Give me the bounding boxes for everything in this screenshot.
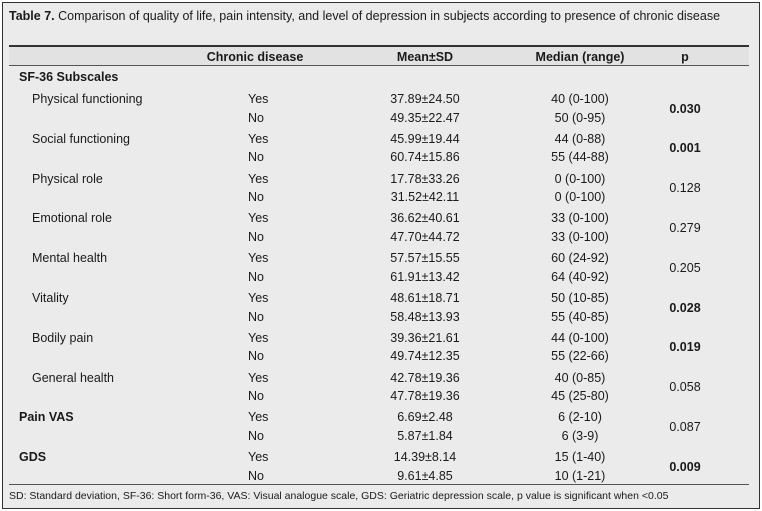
- row-label: Emotional role: [32, 211, 112, 226]
- mean-sd-cell: 17.78±33.26: [390, 171, 460, 186]
- median-range-cell: 44 (0-88): [554, 131, 606, 146]
- mean-sd-cell: 36.62±40.61: [390, 211, 460, 226]
- chronic-disease-cell: Yes: [248, 370, 269, 385]
- chronic-disease-cell: Yes: [248, 211, 269, 226]
- mean-sd-cell: 60.74±15.86: [390, 150, 460, 165]
- chronic-disease-cell: No: [248, 110, 264, 125]
- chronic-disease-cell: Yes: [248, 450, 269, 465]
- median-range-cell: 45 (25-80): [551, 389, 609, 404]
- chronic-disease-cell: Yes: [248, 291, 269, 305]
- row-label: GDS: [19, 450, 47, 465]
- chronic-disease-cell: No: [248, 309, 264, 324]
- mean-sd-cell: 9.61±4.85: [397, 468, 453, 483]
- mean-sd-cell: 47.78±19.36: [390, 389, 460, 404]
- p-value-cell: 0.279: [669, 220, 701, 235]
- row-label: Pain VAS: [19, 410, 74, 425]
- median-range-cell: 33 (0-100): [551, 211, 609, 226]
- chronic-disease-cell: No: [248, 190, 264, 205]
- header-rule: [9, 65, 749, 66]
- p-value-cell: 0.205: [669, 260, 701, 275]
- chronic-disease-cell: No: [248, 349, 264, 364]
- p-value-cell: 0.019: [669, 340, 701, 355]
- row-label: Physical functioning: [32, 92, 143, 106]
- chronic-disease-cell: No: [248, 150, 264, 165]
- chronic-disease-cell: Yes: [248, 330, 269, 345]
- chronic-disease-cell: Yes: [248, 92, 269, 106]
- median-range-cell: 40 (0-85): [554, 370, 606, 385]
- caption-text: Comparison of quality of life, pain inte…: [54, 9, 721, 23]
- mean-sd-cell: 47.70±44.72: [390, 229, 460, 244]
- chronic-disease-cell: No: [248, 428, 264, 443]
- mean-sd-cell: 39.36±21.61: [390, 330, 460, 345]
- row-label: Mental health: [32, 251, 108, 266]
- row-label: Social functioning: [32, 131, 130, 146]
- mean-sd-cell: 49.35±22.47: [390, 110, 460, 125]
- chronic-disease-cell: Yes: [248, 251, 269, 266]
- p-value-cell: 0.009: [669, 459, 701, 474]
- mean-sd-cell: 58.48±13.93: [390, 309, 460, 324]
- header-mean-sd: Mean±SD: [396, 50, 454, 64]
- median-range-cell: 6 (3-9): [561, 428, 599, 443]
- p-value-cell: 0.001: [669, 141, 701, 156]
- row-label: Physical role: [32, 171, 103, 186]
- p-value-cell: 0.030: [669, 101, 701, 116]
- median-range-cell: 60 (24-92): [551, 251, 609, 266]
- table-label: Table 7.: [9, 9, 55, 23]
- chronic-disease-cell: Yes: [248, 171, 269, 186]
- median-range-cell: 15 (1-40): [554, 450, 606, 465]
- median-range-cell: 55 (22-66): [551, 349, 609, 364]
- median-range-cell: 55 (40-85): [551, 309, 609, 324]
- median-range-cell: 0 (0-100): [554, 171, 606, 186]
- median-range-cell: 55 (44-88): [551, 150, 609, 165]
- median-range-cell: 40 (0-100): [551, 92, 609, 106]
- median-range-cell: 44 (0-100): [551, 330, 609, 345]
- median-range-cell: 50 (0-95): [554, 110, 606, 125]
- chronic-disease-cell: Yes: [248, 131, 269, 146]
- mean-sd-cell: 45.99±19.44: [390, 131, 460, 146]
- table-footnote: SD: Standard deviation, SF-36: Short for…: [9, 490, 669, 502]
- mean-sd-cell: 5.87±1.84: [397, 428, 453, 443]
- p-value-cell: 0.058: [669, 380, 701, 395]
- chronic-disease-cell: Yes: [248, 410, 269, 425]
- median-range-cell: 50 (10-85): [551, 291, 609, 305]
- top-rule: [9, 45, 749, 47]
- chronic-disease-cell: No: [248, 468, 264, 483]
- mean-sd-cell: 57.57±15.55: [390, 251, 460, 266]
- header-median-range: Median (range): [535, 50, 625, 64]
- mean-sd-cell: 42.78±19.36: [390, 370, 460, 385]
- median-range-cell: 6 (2-10): [558, 410, 602, 425]
- mean-sd-cell: 61.91±13.42: [390, 269, 460, 284]
- header-p: p: [681, 50, 689, 64]
- chronic-disease-cell: No: [248, 269, 264, 284]
- mean-sd-cell: 6.69±2.48: [397, 410, 453, 425]
- row-label: General health: [32, 370, 115, 385]
- median-range-cell: 10 (1-21): [554, 468, 606, 483]
- median-range-cell: 0 (0-100): [554, 190, 606, 205]
- table-caption: Table 7. Comparison of quality of life, …: [9, 8, 749, 25]
- mean-sd-cell: 31.52±42.11: [390, 190, 460, 205]
- mean-sd-cell: 37.89±24.50: [390, 92, 460, 106]
- mean-sd-cell: 49.74±12.35: [390, 349, 460, 364]
- header-row: [9, 47, 749, 65]
- mean-sd-cell: 14.39±8.14: [393, 450, 457, 465]
- row-label: Vitality: [32, 291, 69, 305]
- p-value-cell: 0.028: [669, 300, 701, 315]
- header-chronic-disease: Chronic disease: [206, 50, 304, 64]
- section-label: SF-36 Subscales: [19, 70, 119, 84]
- row-label: Bodily pain: [32, 330, 94, 345]
- mean-sd-cell: 48.61±18.71: [390, 291, 460, 305]
- median-range-cell: 64 (40-92): [551, 269, 609, 284]
- median-range-cell: 33 (0-100): [551, 229, 609, 244]
- bottom-rule: [9, 484, 749, 485]
- chronic-disease-cell: No: [248, 229, 264, 244]
- p-value-cell: 0.087: [669, 419, 701, 434]
- p-value-cell: 0.128: [669, 181, 701, 196]
- chronic-disease-cell: No: [248, 389, 264, 404]
